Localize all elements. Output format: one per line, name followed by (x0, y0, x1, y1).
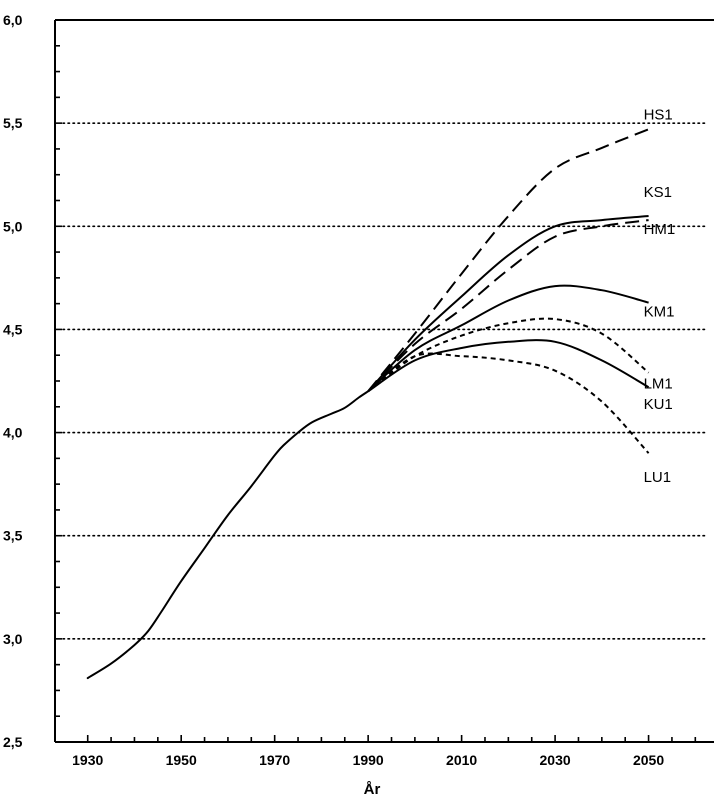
y-tick-label: 6,0 (3, 12, 23, 28)
x-tick-label: 1930 (72, 752, 103, 768)
series-line-ku1 (367, 339, 650, 393)
series-label-ks1: KS1 (644, 184, 672, 201)
series-line-ks1 (367, 215, 649, 392)
y-tick-label: 2,5 (3, 734, 23, 750)
series-label-hs1: HS1 (644, 106, 673, 123)
series-label-lu1: LU1 (644, 469, 672, 486)
y-tick-label: 5,0 (3, 218, 23, 234)
series-label-hm1: HM1 (644, 221, 676, 238)
series-layer (86, 128, 650, 680)
y-tick-label: 4,0 (3, 425, 23, 441)
y-tick-label: 3,5 (3, 528, 23, 544)
series-label-ku1: KU1 (644, 396, 673, 413)
series-line-hm1 (367, 219, 649, 393)
x-tick-label: 1970 (259, 752, 290, 768)
series-line-lu1 (367, 352, 650, 454)
grid-layer (62, 122, 709, 640)
x-tick-label: 2030 (540, 752, 571, 768)
axes-layer (54, 19, 714, 743)
historical-series-line (86, 390, 370, 680)
x-tick-label: 2010 (446, 752, 477, 768)
y-tick-label: 3,0 (3, 631, 23, 647)
y-tick-label: 5,5 (3, 115, 23, 131)
x-axis-label: År (364, 781, 381, 798)
series-label-km1: KM1 (644, 304, 675, 321)
series-line-km1 (367, 284, 649, 393)
series-line-hs1 (367, 128, 649, 392)
labels-layer: 2,5 3,0 3,5 4,0 4,5 5,0 5,5 6,0 1930 1950 1970 1990… (3, 12, 675, 768)
x-tick-label: 2050 (633, 752, 664, 768)
x-tick-label: 1950 (166, 752, 197, 768)
series-label-lm1: LM1 (644, 376, 673, 393)
y-tick-label: 4,5 (3, 321, 23, 337)
x-tick-label: 1990 (353, 752, 384, 768)
